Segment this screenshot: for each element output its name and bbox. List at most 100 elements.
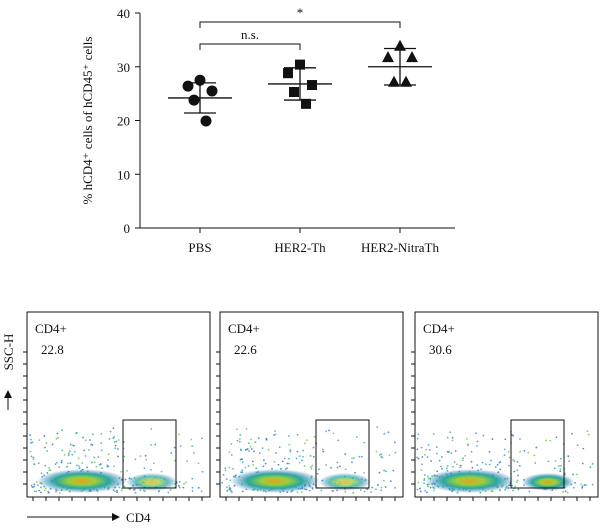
cell-dot: [264, 462, 267, 465]
cell-dot: [289, 450, 292, 453]
cell-dot: [562, 490, 564, 493]
cell-dot: [101, 467, 103, 470]
cell-dot: [30, 455, 33, 458]
significance-bracket: [199, 43, 301, 50]
cell-dot: [459, 464, 462, 467]
cell-dot: [555, 436, 558, 439]
cell-dot: [253, 450, 255, 453]
cell-dot: [77, 457, 80, 460]
cell-dot: [376, 426, 379, 428]
cell-dot: [33, 483, 36, 486]
cell-dot: [545, 439, 548, 442]
cell-dot: [120, 489, 123, 492]
cell-dot: [449, 431, 452, 434]
cell-dot: [236, 439, 239, 442]
cell-dot: [241, 469, 244, 472]
cell-dot: [361, 455, 363, 458]
cell-dot: [424, 453, 426, 456]
cell-dot: [321, 448, 324, 451]
data-point: [406, 51, 418, 63]
cell-dot: [488, 463, 491, 466]
cell-dot: [332, 432, 335, 435]
cell-dot: [277, 463, 280, 466]
cell-dot: [416, 488, 419, 491]
data-point: [388, 75, 400, 87]
cell-dot: [30, 438, 32, 441]
cell-dot: [591, 462, 594, 465]
cell-dot: [150, 444, 152, 446]
cell-dot: [296, 434, 299, 436]
cell-dot: [71, 444, 74, 447]
cell-dot: [427, 485, 430, 488]
cell-dot: [430, 460, 432, 462]
cell-dot: [435, 446, 438, 448]
cell-dot: [383, 432, 386, 435]
cell-dot: [559, 467, 562, 470]
cell-dot: [249, 445, 252, 448]
cell-dot: [83, 449, 86, 452]
cell-dot: [303, 465, 306, 467]
cell-dot: [424, 489, 427, 492]
cell-dot: [464, 454, 467, 457]
cell-dot: [44, 464, 47, 467]
cell-dot: [73, 450, 76, 453]
y-tick-label: 40: [117, 6, 130, 21]
cell-dot: [547, 460, 550, 463]
cell-dot: [84, 455, 87, 457]
cell-dot: [305, 439, 308, 442]
cell-dot: [385, 470, 387, 473]
cell-dot: [30, 484, 33, 487]
cell-dot: [69, 450, 71, 453]
cell-dot: [143, 467, 146, 470]
cell-dot: [504, 488, 507, 491]
cell-dot: [476, 464, 479, 466]
cell-dot: [504, 438, 507, 441]
cell-dot: [586, 430, 589, 433]
cell-dot: [351, 461, 353, 464]
cell-dot: [337, 439, 340, 442]
cell-dot: [296, 450, 299, 453]
cell-dot: [508, 456, 511, 459]
cell-dot: [436, 470, 439, 473]
cell-dot: [426, 491, 428, 494]
cell-dot: [325, 464, 328, 466]
cell-dot: [579, 483, 582, 486]
cell-dot: [226, 490, 229, 492]
cell-dot: [117, 455, 119, 458]
flow-panel: CD4+ 22.8: [23, 311, 211, 501]
cell-dot: [549, 439, 552, 442]
cell-dot: [55, 490, 57, 493]
cell-dot: [568, 460, 571, 463]
cell-dot: [317, 468, 320, 471]
cell-dot: [583, 484, 586, 486]
cell-dot: [241, 461, 244, 464]
cell-dot: [576, 473, 578, 476]
cell-dot: [149, 469, 152, 471]
cell-dot: [44, 446, 46, 449]
cell-dot: [512, 489, 514, 492]
cell-dot: [474, 432, 477, 435]
cell-dot: [471, 466, 474, 469]
cell-dot: [116, 489, 118, 492]
cell-dot: [560, 457, 562, 460]
cell-dot: [114, 447, 117, 450]
cell-dot: [255, 467, 258, 470]
density-core: [230, 469, 320, 493]
cell-dot: [262, 465, 265, 468]
cell-dot: [423, 479, 426, 481]
cell-dot: [288, 443, 291, 446]
cell-dot: [287, 457, 290, 460]
cell-dot: [363, 471, 365, 474]
cell-dot: [61, 449, 64, 452]
cell-dot: [338, 465, 341, 468]
cell-dot: [100, 433, 103, 435]
cell-dot: [60, 459, 63, 462]
cell-dot: [49, 469, 52, 472]
cell-dot: [230, 443, 233, 445]
cell-dot: [114, 444, 117, 447]
data-point: [307, 80, 317, 91]
cell-dot: [232, 467, 234, 470]
cell-dot: [97, 456, 100, 459]
cell-dot: [425, 448, 427, 451]
cell-dot: [462, 457, 464, 460]
